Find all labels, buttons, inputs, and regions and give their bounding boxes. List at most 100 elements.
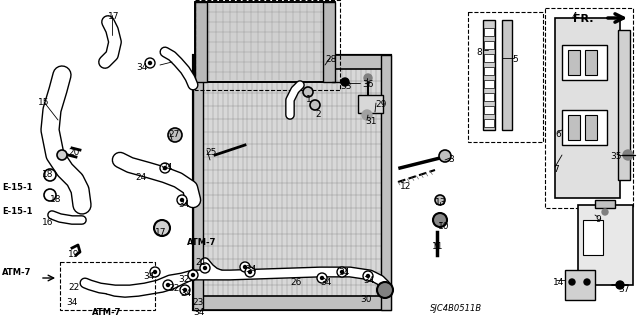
Circle shape <box>433 213 447 227</box>
Bar <box>193 55 391 69</box>
Bar <box>484 93 494 101</box>
Circle shape <box>150 267 160 277</box>
Circle shape <box>341 78 349 86</box>
Text: 34: 34 <box>180 289 191 298</box>
Circle shape <box>177 195 187 205</box>
Text: 15: 15 <box>38 98 49 107</box>
Bar <box>195 2 207 82</box>
Text: 11: 11 <box>432 242 444 251</box>
Text: 18: 18 <box>42 170 54 179</box>
Circle shape <box>44 189 56 201</box>
Circle shape <box>154 220 170 236</box>
Circle shape <box>321 277 323 279</box>
Text: 17: 17 <box>108 12 120 21</box>
Circle shape <box>569 279 575 285</box>
Circle shape <box>191 273 195 277</box>
Bar <box>193 55 391 310</box>
Circle shape <box>204 266 207 270</box>
Text: 21: 21 <box>195 258 206 267</box>
Text: 7: 7 <box>553 165 559 174</box>
Bar <box>618 30 630 180</box>
Text: 34: 34 <box>320 278 332 287</box>
Text: 28: 28 <box>325 55 337 64</box>
Circle shape <box>243 265 246 269</box>
Bar <box>578 205 633 285</box>
Circle shape <box>584 279 590 285</box>
Text: 4: 4 <box>572 12 578 21</box>
Text: 34: 34 <box>143 272 154 281</box>
Circle shape <box>154 271 157 273</box>
Text: 34: 34 <box>363 276 374 285</box>
Text: 34: 34 <box>245 265 257 274</box>
Text: 32: 32 <box>168 284 179 293</box>
Bar <box>484 28 494 36</box>
Bar <box>193 55 203 310</box>
Text: 22: 22 <box>68 283 79 292</box>
Text: 34: 34 <box>178 200 189 209</box>
Text: 2: 2 <box>315 110 321 119</box>
Bar <box>585 50 597 75</box>
Text: 32: 32 <box>178 275 189 284</box>
Circle shape <box>180 198 184 202</box>
Bar <box>502 20 512 130</box>
Text: 19: 19 <box>68 250 79 259</box>
Text: 34: 34 <box>136 63 147 72</box>
Text: 3: 3 <box>448 155 454 164</box>
Text: FR.: FR. <box>573 14 593 24</box>
Circle shape <box>188 270 198 280</box>
Bar <box>60 262 155 310</box>
Text: E-15-1: E-15-1 <box>2 183 33 192</box>
Text: 34: 34 <box>338 268 349 277</box>
Bar <box>484 67 494 75</box>
Bar <box>358 95 383 113</box>
Text: 29: 29 <box>375 100 387 109</box>
Bar <box>483 20 495 130</box>
Circle shape <box>200 263 210 273</box>
Circle shape <box>240 262 250 272</box>
Text: 17: 17 <box>155 228 166 237</box>
Text: 25: 25 <box>205 148 216 157</box>
Bar <box>545 8 633 208</box>
Circle shape <box>168 128 182 142</box>
Text: SJC4B0511B: SJC4B0511B <box>430 304 482 313</box>
Text: 1: 1 <box>306 95 312 104</box>
Bar <box>195 0 340 90</box>
Circle shape <box>623 150 633 160</box>
Text: 35: 35 <box>610 152 621 161</box>
Circle shape <box>317 273 327 283</box>
Bar <box>323 2 335 82</box>
Circle shape <box>340 271 344 273</box>
Circle shape <box>145 58 155 68</box>
Circle shape <box>245 267 255 277</box>
Bar <box>484 54 494 62</box>
Text: 36: 36 <box>362 80 374 89</box>
Text: 30: 30 <box>360 295 371 304</box>
Text: 16: 16 <box>42 218 54 227</box>
Circle shape <box>363 271 373 281</box>
Circle shape <box>439 150 451 162</box>
Bar <box>193 55 391 310</box>
Bar <box>568 50 580 75</box>
Text: 13: 13 <box>435 198 447 207</box>
Text: 12: 12 <box>400 182 412 191</box>
Text: 31: 31 <box>365 117 376 126</box>
Circle shape <box>364 74 372 82</box>
Bar <box>195 2 335 82</box>
Text: 9: 9 <box>595 215 601 224</box>
Text: 34: 34 <box>193 308 204 317</box>
Circle shape <box>377 282 393 298</box>
Circle shape <box>180 285 190 295</box>
Text: E-15-1: E-15-1 <box>2 207 33 216</box>
Bar <box>562 110 607 145</box>
Text: ATM-7: ATM-7 <box>92 308 122 317</box>
Bar <box>585 115 597 140</box>
Bar <box>484 106 494 114</box>
Bar <box>484 80 494 88</box>
Bar <box>583 220 603 255</box>
Text: 20: 20 <box>68 148 79 157</box>
Bar <box>193 296 391 310</box>
Circle shape <box>616 281 624 289</box>
Text: ATM-7: ATM-7 <box>187 238 216 247</box>
Circle shape <box>184 288 186 292</box>
Text: 8: 8 <box>476 48 482 57</box>
